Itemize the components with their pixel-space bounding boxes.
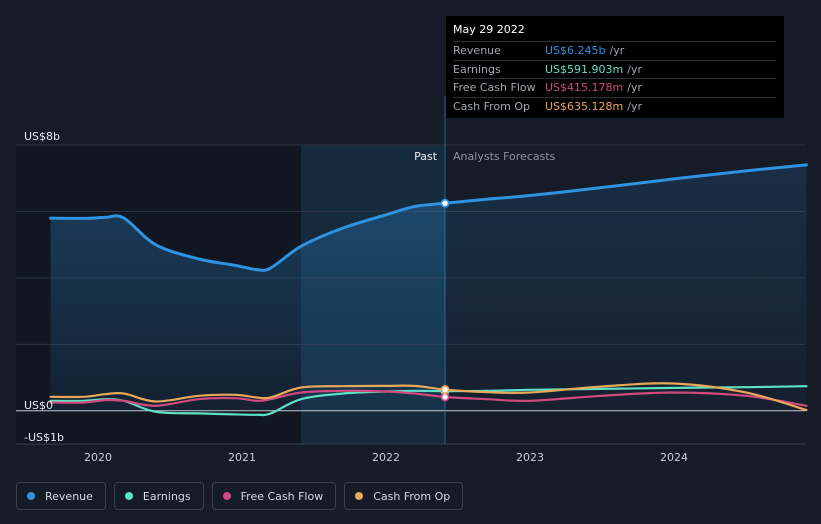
x-tick-label: 2020 (84, 451, 112, 464)
legend-item-free-cash-flow[interactable]: Free Cash Flow (211, 482, 337, 510)
tooltip-value: US$591.903m (545, 62, 624, 76)
revenue-dot-icon (27, 492, 35, 500)
cash-from-op-marker (440, 385, 450, 395)
tooltip-value: US$6.245b (545, 44, 606, 58)
tooltip-label: Revenue (453, 44, 501, 58)
x-tick-label: 2024 (660, 451, 688, 464)
revenue-line (49, 163, 808, 272)
x-tick-label: 2023 (516, 451, 544, 464)
tooltip-unit: /yr (627, 81, 642, 95)
y-tick-label: -US$1b (24, 431, 64, 444)
tooltip-label: Earnings (453, 62, 501, 76)
tooltip-row-revenue: Revenue US$6.245b /yr (453, 41, 776, 60)
revenue-area (50, 164, 807, 411)
revenue-area-forecast (445, 164, 807, 411)
cash-from-op-dot-icon (355, 492, 364, 500)
free-cash-flow-dot-icon (222, 492, 231, 500)
series-lines (49, 163, 808, 417)
tooltip-label: Free Cash Flow (453, 81, 536, 95)
y-tick-label: US$0 (24, 399, 53, 412)
legend-label: Revenue (45, 489, 93, 503)
tooltip-value: US$415.178m (545, 81, 624, 95)
tooltip-row-free-cash-flow: Free Cash Flow US$415.178m /yr (453, 78, 776, 97)
revenue-marker (440, 198, 450, 208)
legend-label: Free Cash Flow (240, 489, 324, 503)
legend-label: Earnings (142, 489, 191, 503)
legend-item-revenue[interactable]: Revenue (16, 482, 106, 510)
past-label: Past (414, 150, 438, 163)
x-tick-label: 2021 (228, 451, 256, 464)
tooltip-date: May 29 2022 (453, 23, 525, 36)
tooltip-unit: /yr (627, 62, 642, 76)
series-markers (440, 198, 450, 402)
tooltip-row-earnings: Earnings US$591.903m /yr (453, 59, 776, 79)
tooltip-label: Cash From Op (453, 99, 531, 113)
x-tick-label: 2022 (372, 451, 400, 464)
forecast-label: Analysts Forecasts (453, 150, 556, 163)
tooltip-row-cash-from-op: Cash From Op US$635.128m /yr (453, 96, 776, 116)
cash-from-op-line (49, 382, 808, 412)
tooltip: May 29 2022 Revenue US$6.245b /yr Earnin… (446, 16, 784, 118)
legend-item-earnings[interactable]: Earnings (113, 482, 204, 510)
legend: Revenue Earnings Free Cash Flow Cash Fro… (16, 482, 464, 510)
legend-label: Cash From Op (373, 489, 451, 503)
earnings-dot-icon (124, 492, 133, 500)
legend-item-cash-from-op[interactable]: Cash From Op (344, 482, 464, 510)
tooltip-unit: /yr (627, 99, 642, 113)
axis-labels: US$8b US$0 -US$1b 2020 2021 2022 2023 2024 Past A… (24, 130, 688, 464)
tooltip-unit: /yr (609, 44, 625, 58)
tooltip-value: US$635.128m (545, 99, 624, 113)
free-cash-flow-line (49, 389, 808, 407)
y-tick-label: US$8b (24, 130, 60, 143)
free-cash-flow-marker (440, 392, 450, 402)
revenue-area-past (50, 203, 446, 411)
